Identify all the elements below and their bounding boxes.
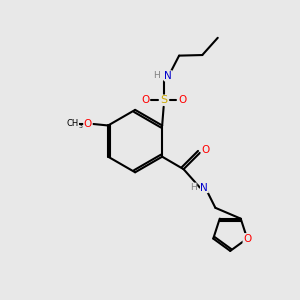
Text: O: O (84, 119, 92, 129)
Text: N: N (200, 183, 208, 193)
Text: S: S (160, 95, 167, 105)
Text: O: O (141, 95, 149, 105)
Text: 3: 3 (78, 124, 82, 129)
Text: H: H (153, 71, 160, 80)
Text: N: N (164, 71, 172, 81)
Text: O: O (178, 95, 186, 105)
Text: H: H (190, 183, 197, 192)
Text: O: O (243, 234, 251, 244)
Text: O: O (201, 146, 209, 155)
Text: CH: CH (66, 119, 79, 128)
